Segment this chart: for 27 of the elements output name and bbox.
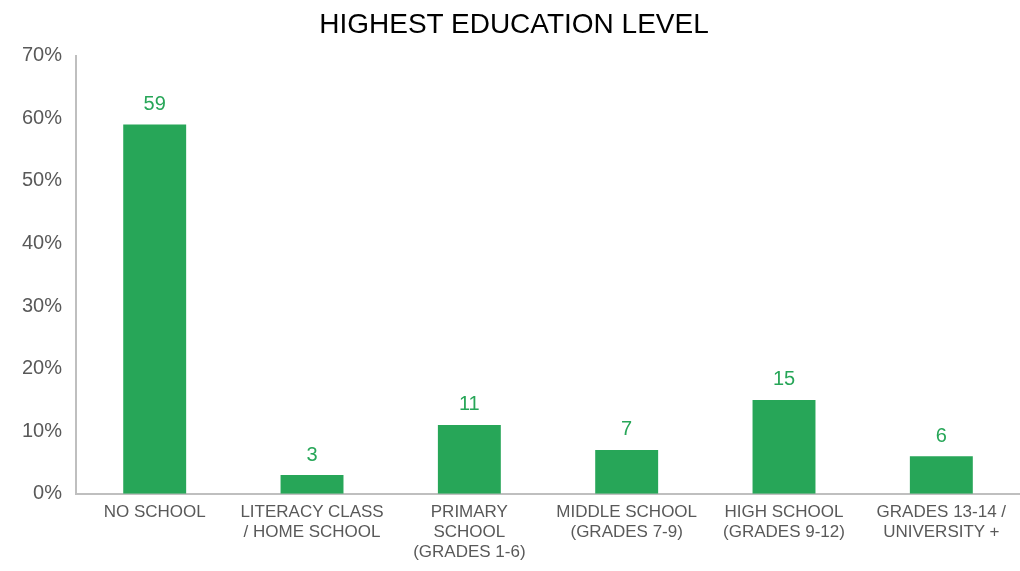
data-label: 7 xyxy=(621,417,633,440)
x-tick-label: LITERACY CLASS / HOME SCHOOL xyxy=(240,501,384,542)
y-tick-label: 10% xyxy=(22,418,63,441)
bar xyxy=(595,449,659,494)
bar xyxy=(123,124,187,494)
x-tick-label: MIDDLE SCHOOL (GRADES 7-9) xyxy=(556,501,698,542)
x-tick-label: NO SCHOOL xyxy=(103,501,206,521)
y-tick-label: 40% xyxy=(22,230,63,253)
data-label: 15 xyxy=(772,367,796,390)
y-tick-label: 0% xyxy=(33,481,63,504)
data-label: 59 xyxy=(143,91,166,114)
chart-title: HIGHEST EDUCATION LEVEL xyxy=(319,7,709,39)
data-label: 11 xyxy=(458,392,480,415)
x-tick-label: HIGH SCHOOL (GRADES 9-12) xyxy=(723,501,845,542)
y-tick-label: 60% xyxy=(22,105,63,128)
bar xyxy=(280,475,344,494)
x-tick-label: PRIMARY SCHOOL (GRADES 1-6) xyxy=(413,501,526,562)
y-tick-label: 50% xyxy=(22,168,63,191)
x-tick-label: GRADES 13-14 / UNIVERSITY + xyxy=(876,501,1007,542)
y-tick-label: 70% xyxy=(22,43,63,66)
y-tick-label: 30% xyxy=(22,293,63,316)
data-label: 6 xyxy=(935,423,947,446)
bar xyxy=(752,399,816,494)
bar xyxy=(909,456,973,494)
bar xyxy=(437,424,501,494)
y-tick-label: 20% xyxy=(22,356,63,379)
data-label: 3 xyxy=(306,442,318,465)
